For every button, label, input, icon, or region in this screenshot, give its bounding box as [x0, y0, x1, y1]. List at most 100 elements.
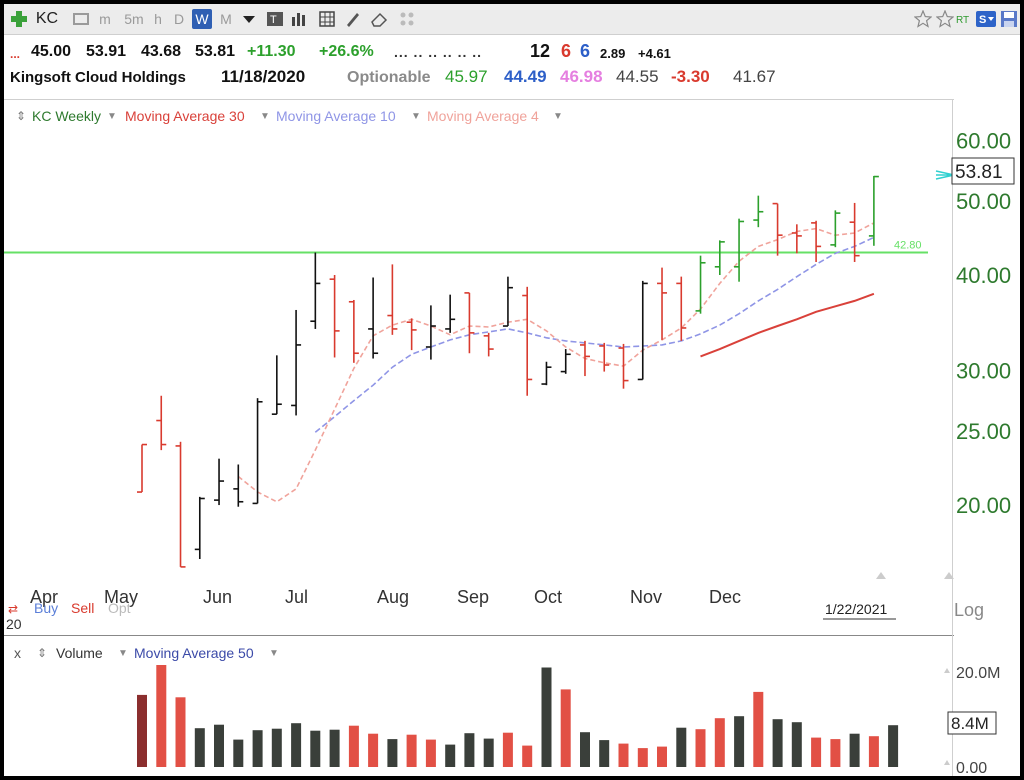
y-axis-tick: 25.00 [956, 419, 1011, 444]
volume-bar [580, 732, 590, 767]
scale-label[interactable]: Log [954, 600, 984, 620]
horizontal-level-label: 42.80 [894, 240, 922, 252]
month-label: Jun [203, 587, 232, 607]
svg-text:RT: RT [956, 15, 969, 26]
quote-date: 11/18/2020 [221, 67, 306, 86]
ohlc-bar [522, 286, 533, 396]
symbol-label[interactable]: KC [35, 10, 59, 27]
volume-close-icon[interactable]: x [14, 645, 21, 661]
ohlc-bar [502, 276, 513, 327]
month-label: May [104, 587, 138, 607]
ma30-dropdown-icon[interactable]: ▼ [260, 111, 270, 122]
interval-h[interactable]: h [154, 11, 162, 27]
volume-bar [464, 733, 475, 767]
star-icon[interactable] [914, 10, 932, 28]
volume-scroll-icon[interactable] [944, 760, 950, 765]
volume-bar [791, 722, 802, 767]
ohlc-bar [387, 264, 398, 335]
price-chart-panel[interactable]: 42.80 60.00 50.00 40.00 30.00 25.00 20.00 Apr… [4, 99, 1020, 635]
ma10-dropdown-icon[interactable]: ▼ [411, 111, 421, 122]
ohlc-bar [271, 355, 282, 415]
ma30-label[interactable]: Moving Average 30 [125, 108, 245, 124]
price-chart[interactable]: 42.80 60.00 50.00 40.00 30.00 25.00 20.00 Apr… [4, 99, 1020, 635]
volume-dropdown-icon[interactable]: ▼ [118, 648, 128, 659]
quote-change-pct: +26.6% [319, 43, 374, 60]
series-dropdown-icon[interactable]: ▼ [107, 111, 117, 122]
y-axis-tick: 60.00 [956, 128, 1011, 153]
interval-5m[interactable]: 5m [124, 11, 144, 27]
company-name: Kingsoft Cloud Holdings [10, 69, 186, 86]
month-label: Aug [377, 587, 409, 607]
ohlc-bar [714, 240, 725, 275]
save-icon[interactable] [1000, 10, 1018, 28]
volume-tick-marker-icon [944, 668, 950, 673]
ohlc-bar [791, 224, 802, 254]
ohlc-bar [406, 318, 417, 351]
ohlc-bar [618, 343, 629, 389]
quote-v3: 46.98 [560, 67, 603, 86]
volume-bar [156, 665, 167, 767]
month-label: Dec [709, 587, 741, 607]
ma50-label[interactable]: Moving Average 50 [134, 645, 254, 661]
link-icon[interactable] [72, 10, 90, 28]
volume-label[interactable]: Volume [56, 645, 103, 661]
more-options-icon[interactable] [398, 10, 416, 28]
eraser-icon[interactable] [370, 10, 388, 28]
volume-bar [310, 730, 321, 767]
interval-dropdown-icon[interactable] [240, 10, 258, 28]
ohlc-bar [637, 280, 648, 381]
scroll-right-icon[interactable] [944, 572, 954, 579]
ohlc-bar [137, 443, 147, 493]
grid-icon[interactable] [318, 10, 336, 28]
ohlc-bar [830, 210, 841, 248]
sell-label[interactable]: Sell [71, 600, 94, 616]
interval-m[interactable]: m [99, 11, 111, 27]
series-drag-icon[interactable]: ⇕ [16, 109, 27, 123]
volume-bar [348, 725, 359, 767]
volume-tick-bottom: 0.00 [956, 760, 987, 776]
ohlc-bar [868, 175, 879, 246]
opt-label[interactable]: Opt [108, 600, 131, 616]
volume-panel[interactable]: 20.0M 8.4M 0.00 x ⇕ Volume ▼ Moving Aver… [4, 635, 1020, 776]
alert-icon[interactable] [936, 10, 954, 28]
last-price-arrow-icon [935, 170, 955, 180]
interval-w[interactable]: W [192, 9, 212, 29]
quote-close: 53.81 [195, 43, 236, 60]
ohlc-bar [599, 342, 610, 372]
volume-drag-icon[interactable]: ⇕ [37, 646, 48, 660]
volume-chart[interactable]: 20.0M 8.4M 0.00 [4, 635, 1020, 776]
volume-bar [830, 739, 841, 767]
pencil-icon[interactable] [344, 10, 362, 28]
interval-mo[interactable]: M [220, 11, 232, 27]
quote-low: 43.68 [141, 43, 182, 60]
bottom-left-label: 20 [6, 616, 22, 632]
month-label: Sep [457, 587, 489, 607]
bar-chart-icon[interactable] [290, 10, 308, 28]
ma50-dropdown-icon[interactable]: ▼ [269, 648, 279, 659]
volume-bar [175, 697, 186, 767]
quote-v2: 44.49 [504, 67, 547, 86]
ohlc-bar [483, 332, 494, 357]
realtime-icon[interactable]: RT [956, 10, 972, 28]
series-label[interactable]: KC Weekly [32, 108, 101, 124]
quote-v4: 44.55 [616, 67, 659, 86]
volume-bar [676, 727, 687, 767]
settings-dropdown-icon[interactable]: S [976, 10, 996, 28]
ma4-label[interactable]: Moving Average 4 [427, 108, 539, 124]
volume-bar [252, 730, 263, 767]
add-symbol-icon[interactable] [10, 10, 28, 28]
text-tool-icon[interactable]: T [266, 10, 284, 28]
ohlc-bar [445, 294, 456, 333]
volume-bar [425, 739, 436, 767]
buy-arrow-icon[interactable]: ⇄ [8, 602, 18, 616]
ma10-label[interactable]: Moving Average 10 [276, 108, 396, 124]
buy-label[interactable]: Buy [34, 600, 58, 616]
volume-bar [637, 748, 648, 767]
volume-last-box [947, 711, 997, 735]
interval-d[interactable]: D [173, 11, 185, 27]
ma4-dropdown-icon[interactable]: ▼ [553, 111, 563, 122]
scroll-up-icon[interactable] [876, 572, 886, 579]
quote-dots: ... .. .. .. .. .. [394, 44, 483, 60]
ohlc-bar [310, 252, 321, 329]
volume-bar [618, 743, 629, 767]
